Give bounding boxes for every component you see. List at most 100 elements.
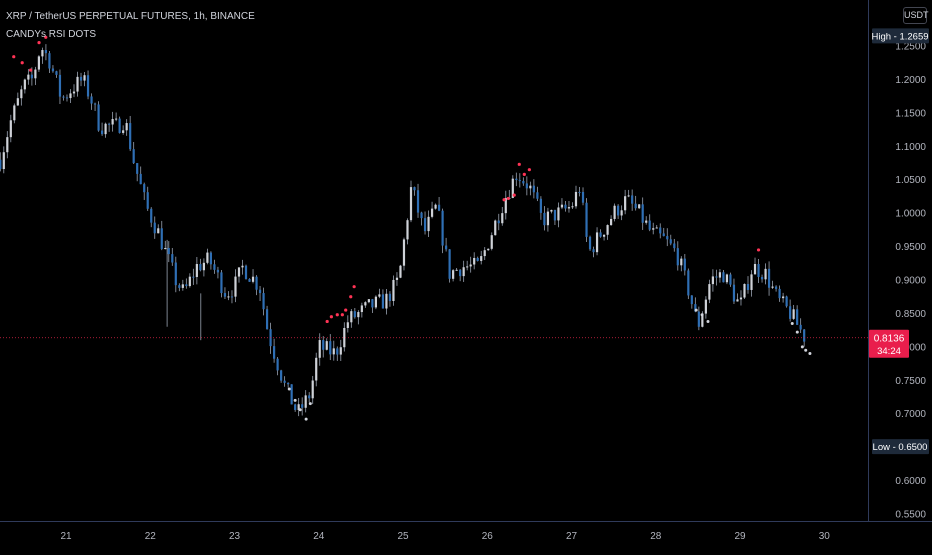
candle-body	[199, 264, 202, 271]
candle-body	[343, 327, 346, 348]
candle-body	[732, 284, 736, 302]
price-tick-label: 1.0500	[895, 175, 926, 186]
rsi-overbought-dot	[506, 196, 510, 201]
candle-body	[550, 209, 553, 212]
candle-body	[385, 293, 388, 309]
candle-body	[353, 311, 356, 318]
candle-body	[2, 152, 5, 170]
candle-body	[490, 235, 493, 249]
candle-body	[62, 96, 65, 98]
candle-body	[413, 187, 416, 191]
candle-body	[701, 313, 704, 327]
candle-body	[592, 249, 595, 253]
candle-body	[715, 276, 718, 278]
candle-body	[364, 302, 367, 306]
candle-body	[160, 228, 163, 250]
candle-body	[157, 228, 160, 234]
price-tick-label: 1.1500	[895, 108, 926, 119]
rsi-overbought-dot	[325, 319, 329, 324]
currency-button[interactable]: USDT	[903, 7, 929, 24]
candle-body	[13, 105, 16, 121]
candle-body	[588, 236, 592, 250]
candle-body	[631, 195, 634, 204]
candle-body	[624, 196, 627, 211]
current-price-box	[869, 329, 909, 358]
rsi-overbought-dot	[12, 55, 16, 59]
candle-body	[645, 220, 648, 223]
candle-body	[697, 311, 700, 327]
candle-body	[739, 297, 743, 300]
candle-body	[388, 293, 392, 302]
candle-body	[301, 404, 304, 408]
candle-body	[536, 192, 539, 199]
candle-body	[469, 264, 472, 267]
candle-body	[539, 198, 542, 213]
candle-body	[139, 173, 142, 185]
candle-body	[729, 274, 732, 285]
candle-body	[595, 232, 599, 253]
candle-body	[290, 384, 293, 405]
candle-body	[357, 312, 360, 318]
candle-body	[406, 220, 409, 240]
candle-body	[192, 276, 195, 278]
candle-body	[111, 119, 114, 125]
candle-body	[188, 276, 191, 287]
price-tick-label: 0.8000	[895, 342, 926, 353]
candle-body	[258, 289, 262, 294]
candle-body	[673, 243, 676, 249]
candle-body	[718, 272, 722, 278]
candle-body	[308, 395, 311, 399]
candle-body	[799, 324, 802, 330]
candle-body	[174, 262, 177, 286]
candle-body	[518, 180, 521, 182]
candle-body	[27, 74, 30, 80]
candle-body	[750, 274, 753, 290]
time-tick-label: 26	[482, 531, 494, 542]
candle-body	[581, 191, 585, 203]
candle-body	[37, 56, 40, 70]
candle-body	[641, 204, 644, 223]
candle-body	[220, 272, 223, 294]
candle-body	[627, 195, 630, 197]
candle-body	[339, 347, 342, 355]
candle-body	[55, 71, 58, 75]
candle-body	[753, 264, 757, 275]
rsi-overbought-dot	[527, 168, 531, 172]
candle-body	[430, 208, 434, 217]
candle-body	[79, 76, 83, 81]
candle-body	[371, 299, 374, 308]
candle-body	[241, 265, 244, 268]
candle-body	[118, 118, 121, 133]
rsi-overbought-dot	[340, 313, 344, 317]
candle-body	[785, 296, 788, 307]
candle-body	[34, 69, 37, 79]
candle-body	[638, 204, 641, 209]
candle-body	[757, 264, 760, 277]
candle-body	[803, 329, 806, 342]
candle-body	[574, 191, 578, 207]
candle-body	[0, 159, 2, 170]
candle-body	[276, 358, 279, 371]
rsi-oversold-dot	[304, 417, 308, 421]
candle-body	[178, 285, 181, 288]
candle-body	[483, 250, 486, 257]
candle-body	[722, 272, 725, 283]
rsi-oversold-dot	[800, 345, 804, 349]
candle-body	[704, 299, 707, 314]
candle-body	[416, 190, 420, 213]
candle-body	[427, 216, 430, 232]
candle-body	[560, 204, 564, 208]
indicator-name[interactable]: CANDYs RSI DOTS	[6, 29, 97, 40]
candle-body	[476, 257, 479, 261]
symbol-title: XRP / TetherUS PERPETUAL FUTURES, 1h, BI…	[6, 11, 255, 22]
candle-body	[760, 276, 764, 280]
candle-body	[553, 209, 557, 221]
candle-body	[9, 120, 12, 138]
candle-body	[227, 296, 230, 298]
price-tick-label: 0.5500	[895, 510, 926, 521]
candle-body	[789, 306, 792, 319]
candle-body	[132, 149, 135, 164]
